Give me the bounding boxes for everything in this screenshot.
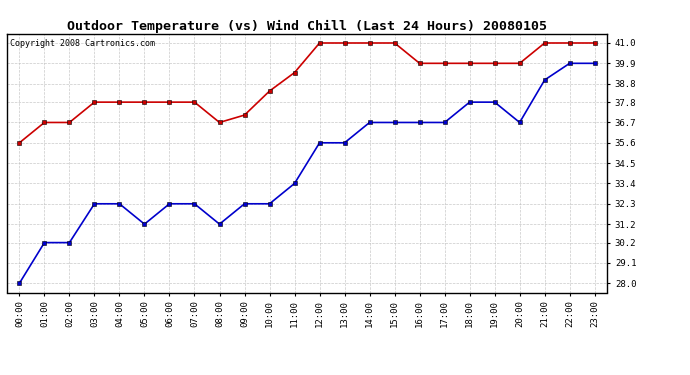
Text: Copyright 2008 Cartronics.com: Copyright 2008 Cartronics.com	[10, 39, 155, 48]
Title: Outdoor Temperature (vs) Wind Chill (Last 24 Hours) 20080105: Outdoor Temperature (vs) Wind Chill (Las…	[67, 20, 547, 33]
